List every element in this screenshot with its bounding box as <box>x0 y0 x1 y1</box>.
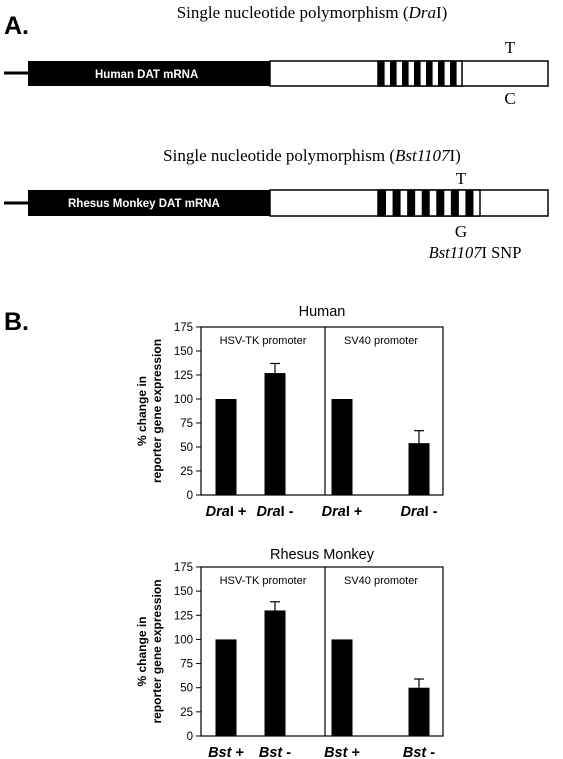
bar <box>215 399 237 495</box>
repeat-stripe <box>436 190 445 216</box>
plot-frame <box>200 326 444 496</box>
repeat-stripe <box>392 190 401 216</box>
chart-monkey: Rhesus Monkey % change inreporter gene ex… <box>135 547 444 759</box>
y-tick-label: 0 <box>187 731 193 743</box>
bar <box>408 443 430 495</box>
promoter-label: HSV-TK promoter <box>220 335 307 347</box>
y-tick-label: 50 <box>180 442 193 454</box>
plot-frame <box>200 566 444 737</box>
repeat-stripe <box>402 61 409 86</box>
x-tick-label: DraI + <box>322 504 363 520</box>
y-tick-label: 75 <box>180 418 193 430</box>
repeat-stripe <box>390 61 397 86</box>
x-tick-label: Bst - <box>403 745 435 759</box>
y-tick-label: 150 <box>174 586 193 598</box>
bar <box>264 610 286 736</box>
y-tick-label: 75 <box>180 659 193 671</box>
y-axis-label: % change inreporter gene expression <box>135 579 164 723</box>
bar <box>215 639 237 736</box>
y-axis-label: % change inreporter gene expression <box>135 339 164 483</box>
utr-repeat-region <box>377 60 463 87</box>
human-snp-title: Single nucleotide polymorphism (DraI) <box>177 3 448 22</box>
x-tick-label: DraI - <box>400 504 437 520</box>
human-dat-mrna-diagram: Human DAT mRNA <box>4 60 549 87</box>
monkey-snp-title: Single nucleotide polymorphism (Bst1107I… <box>163 146 461 165</box>
bar <box>331 399 353 495</box>
chart-title: Human <box>299 304 346 320</box>
promoter-label: SV40 promoter <box>344 335 418 347</box>
repeat-stripe <box>465 190 474 216</box>
x-tick-label: Bst + <box>208 745 244 759</box>
utr-repeat-region <box>377 189 481 217</box>
x-tick-label: Bst + <box>324 745 360 759</box>
repeat-stripe <box>426 61 433 86</box>
promoter-label: SV40 promoter <box>344 575 418 587</box>
repeat-stripe <box>421 190 430 216</box>
repeat-stripe <box>378 190 387 216</box>
human-allele-bottom: C <box>504 89 515 108</box>
human-allele-top: T <box>505 38 516 57</box>
panel-b-label: B. <box>4 308 29 336</box>
promoter-label: HSV-TK promoter <box>220 575 307 587</box>
chart-human: Human % change inreporter gene expression… <box>135 304 444 520</box>
bar <box>331 639 353 736</box>
bar <box>408 687 430 736</box>
y-tick-label: 100 <box>174 634 193 646</box>
human-bar-label: Human DAT mRNA <box>95 69 198 81</box>
repeat-stripe <box>378 61 385 86</box>
y-tick-label: 50 <box>180 683 193 695</box>
x-tick-label: Bst - <box>259 745 291 759</box>
y-tick-label: 0 <box>187 490 193 502</box>
x-tick-label: DraI - <box>256 504 293 520</box>
monkey-allele-top: T <box>456 169 467 188</box>
repeat-stripe <box>414 61 421 86</box>
monkey-dat-mrna-diagram: Rhesus Monkey DAT mRNA <box>4 189 549 217</box>
panel-a-label: A. <box>4 12 29 40</box>
repeat-stripe <box>450 190 459 216</box>
monkey-allele-bottom: G <box>455 222 467 241</box>
y-tick-label: 175 <box>174 562 193 574</box>
bar <box>264 373 286 495</box>
y-tick-label: 150 <box>174 346 193 358</box>
repeat-stripe <box>407 190 416 216</box>
y-tick-label: 25 <box>180 466 193 478</box>
chart-title: Rhesus Monkey <box>270 547 375 563</box>
y-tick-label: 25 <box>180 707 193 719</box>
y-tick-label: 125 <box>174 370 193 382</box>
x-tick-label: DraI + <box>206 504 247 520</box>
repeat-stripe <box>438 61 445 86</box>
y-tick-label: 175 <box>174 322 193 334</box>
repeat-stripe <box>450 61 457 86</box>
monkey-bar-label: Rhesus Monkey DAT mRNA <box>68 198 220 210</box>
y-tick-label: 125 <box>174 610 193 622</box>
bst-snp-label: Bst1107I SNP <box>429 243 522 262</box>
y-tick-label: 100 <box>174 394 193 406</box>
